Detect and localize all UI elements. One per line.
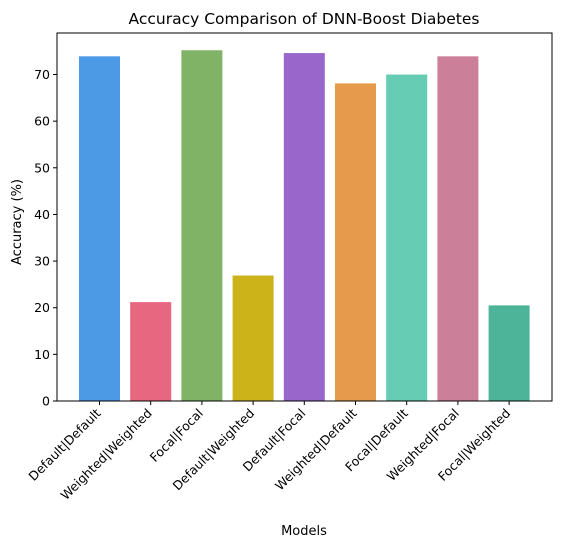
x-tick-label-1: Weighted|Weighted — [58, 406, 155, 503]
bar-5 — [335, 83, 376, 401]
bar-0 — [79, 56, 120, 401]
y-tick-label-7: 70 — [34, 67, 50, 82]
plot-area: 010203040506070Default|DefaultWeighted|W… — [25, 33, 552, 503]
bar-2 — [181, 50, 222, 401]
y-tick-label-1: 10 — [34, 347, 50, 362]
bar-7 — [437, 56, 478, 401]
bar-1 — [130, 302, 171, 401]
y-tick-label-5: 50 — [34, 160, 50, 175]
bar-8 — [489, 305, 530, 401]
y-axis-label: Accuracy (%) — [10, 179, 25, 265]
y-tick-label-0: 0 — [42, 394, 50, 409]
chart-title: Accuracy Comparison of DNN-Boost Diabete… — [129, 10, 480, 28]
y-tick-label-6: 60 — [34, 114, 50, 129]
y-tick-label-2: 20 — [34, 300, 50, 315]
x-axis-label: Models — [281, 524, 327, 539]
y-tick-label-3: 30 — [34, 254, 50, 269]
bar-6 — [386, 75, 427, 401]
bar-3 — [233, 276, 274, 401]
y-tick-label-4: 40 — [34, 207, 50, 222]
bar-4 — [284, 53, 325, 401]
